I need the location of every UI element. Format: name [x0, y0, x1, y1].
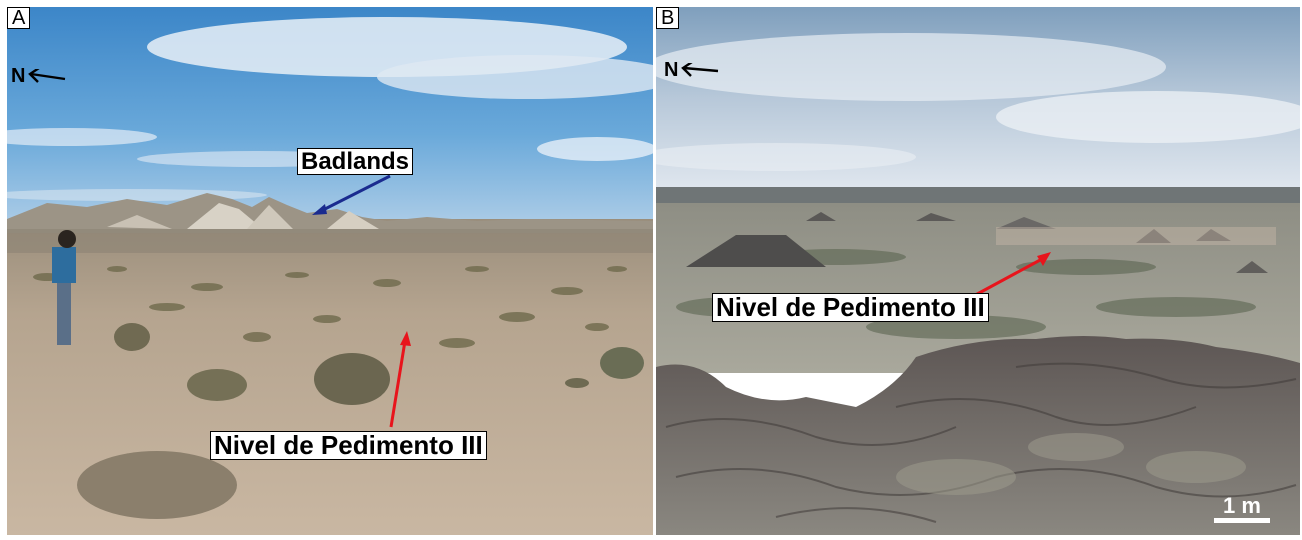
panel-b-photo: B N Nivel de Pedimento III 1 m: [656, 7, 1300, 535]
panel-a-surface-label: Nivel de Pedimento III: [210, 431, 487, 461]
panel-a-north-label: N: [11, 65, 26, 87]
panel-b-letter: B: [656, 7, 680, 29]
panel-b-landscape-image: [656, 7, 1300, 535]
north-arrow-icon: [681, 62, 719, 77]
panel-a-photo: A N Badlands Nivel de Pedimento III: [7, 7, 653, 535]
panel-b-surface-label: Nivel de Pedimento III: [712, 293, 989, 323]
badlands-label: Badlands: [297, 148, 414, 176]
north-arrow-icon: [28, 68, 66, 83]
panel-b-north-label: N: [664, 59, 679, 81]
panel-a-north-indicator: N: [11, 65, 67, 88]
scale-bar: 1 m: [1214, 495, 1270, 523]
scale-bar-label: 1 m: [1223, 493, 1261, 518]
panel-a-landscape-image: [7, 7, 653, 535]
panel-b-north-indicator: N: [664, 59, 720, 82]
scale-bar-line: [1214, 518, 1270, 523]
panel-a-letter: A: [7, 7, 31, 29]
